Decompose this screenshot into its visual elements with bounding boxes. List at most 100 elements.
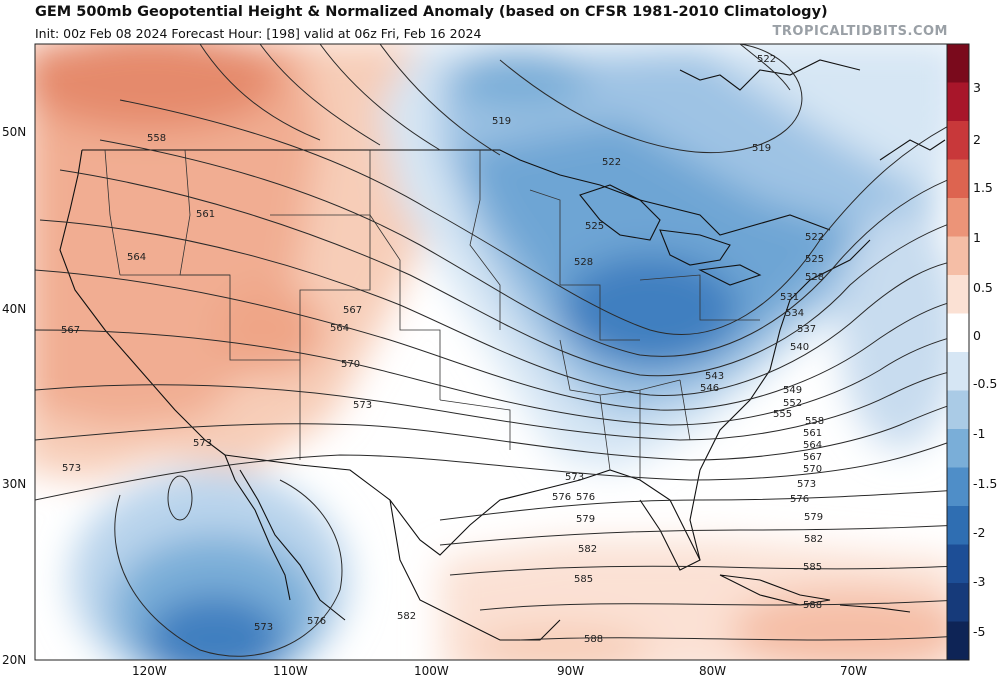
contour-label: 564 xyxy=(330,323,349,334)
geography-outlines xyxy=(59,59,946,641)
contour-label: 549 xyxy=(783,385,802,396)
lon-label-80w: 80W xyxy=(699,664,726,678)
contour-label: 522 xyxy=(757,54,776,65)
colorbar-label: -0.5 xyxy=(973,376,997,391)
state-borders xyxy=(104,149,760,480)
contour-label: 522 xyxy=(602,157,621,168)
colorbar-label: 0.5 xyxy=(973,280,993,295)
contour-label: 558 xyxy=(147,133,166,144)
contour-label: 576 xyxy=(552,492,571,503)
lon-label-70w: 70W xyxy=(840,664,867,678)
colorbar-swatch xyxy=(947,236,969,276)
latitude-labels: 50N 40N 30N 20N xyxy=(2,125,26,667)
colorbar-label: -2 xyxy=(973,525,985,540)
contour-label: 573 xyxy=(254,622,273,633)
contour-label: 573 xyxy=(193,438,212,449)
contour-label: 555 xyxy=(773,409,792,420)
contour-label: 543 xyxy=(705,371,724,382)
contour-label: 564 xyxy=(803,440,822,451)
contour-label: 585 xyxy=(803,562,822,573)
lat-label-30n: 30N xyxy=(2,477,26,491)
colorbar-swatch xyxy=(947,82,969,122)
contour-label: 546 xyxy=(700,383,719,394)
colorbar-label: 3 xyxy=(973,80,981,95)
contour-label: 519 xyxy=(752,143,771,154)
contour-labels: 522 519 519 522 525 528 522 525 528 531 534 537 540 5… xyxy=(61,54,824,645)
colorbar-label: -1 xyxy=(973,426,985,441)
lon-label-120w: 120W xyxy=(132,664,167,678)
contour-label: 588 xyxy=(803,600,822,611)
lon-label-110w: 110W xyxy=(273,664,308,678)
contour-label: 552 xyxy=(783,398,802,409)
colorbar-swatch xyxy=(947,506,969,545)
contour-label: 531 xyxy=(780,292,799,303)
contour-label: 570 xyxy=(803,464,822,475)
contour-label: 567 xyxy=(343,305,362,316)
contour-label: 525 xyxy=(585,221,604,232)
contour-label: 519 xyxy=(492,116,511,127)
contour-label: 573 xyxy=(797,479,816,490)
contour-label: 525 xyxy=(805,254,824,265)
contour-label: 564 xyxy=(127,252,146,263)
colorbar-swatch xyxy=(947,583,969,622)
contour-label: 585 xyxy=(574,574,593,585)
contour-label: 573 xyxy=(353,400,372,411)
longitude-labels: 120W 110W 100W 90W 80W 70W xyxy=(132,664,867,678)
contour-label: 588 xyxy=(584,634,603,645)
contour-label: 573 xyxy=(565,472,584,483)
map-subtitle: Init: 00z Feb 08 2024 Forecast Hour: [19… xyxy=(35,26,482,41)
contour-label: 582 xyxy=(397,611,416,622)
lon-label-90w: 90W xyxy=(557,664,584,678)
contour-label: 558 xyxy=(805,416,824,427)
contour-label: 540 xyxy=(790,342,809,353)
colorbar-frame xyxy=(946,43,970,661)
colorbar-label: 0 xyxy=(973,328,981,343)
colorbar-swatch xyxy=(947,621,969,661)
contour-label: 528 xyxy=(574,257,593,268)
contour-label: 576 xyxy=(307,616,326,627)
contour-label: 582 xyxy=(804,534,823,545)
colorbar-swatch xyxy=(947,352,969,391)
colorbar-swatch xyxy=(947,275,969,314)
colorbar-label: 1.5 xyxy=(973,180,993,195)
lat-label-20n: 20N xyxy=(2,653,26,667)
contour-label: 528 xyxy=(805,272,824,283)
lon-label-100w: 100W xyxy=(414,664,449,678)
colorbar: 3 2 1.5 1 0.5 0 -0.5 -1 -1.5 -2 -3 -5 xyxy=(946,43,997,661)
colorbar-label: -1.5 xyxy=(973,476,997,491)
colorbar-swatch xyxy=(947,429,969,468)
contour-label: 579 xyxy=(804,512,823,523)
colorbar-swatch xyxy=(947,159,969,199)
contour-label: 573 xyxy=(62,463,81,474)
anomaly-shading xyxy=(35,44,947,660)
colorbar-swatch xyxy=(947,198,969,237)
site-brand: TROPICALTIDBITS.COM xyxy=(772,24,948,39)
colorbar-label: -5 xyxy=(973,624,985,639)
colorbar-swatch xyxy=(947,467,969,507)
colorbar-swatch xyxy=(947,390,969,430)
colorbar-swatch xyxy=(947,121,969,160)
contour-label: 576 xyxy=(576,492,595,503)
colorbar-label: 2 xyxy=(973,132,981,147)
contour-label: 579 xyxy=(576,514,595,525)
contour-label: 582 xyxy=(578,544,597,555)
contour-label: 522 xyxy=(805,232,824,243)
contour-label: 561 xyxy=(196,209,215,220)
colorbar-swatch xyxy=(947,313,969,353)
height-contours xyxy=(35,44,947,657)
contour-label: 567 xyxy=(803,452,822,463)
contour-label: 567 xyxy=(61,325,80,336)
contour-label: 537 xyxy=(797,324,816,335)
contour-label: 534 xyxy=(785,308,804,319)
contour-label: 570 xyxy=(341,359,360,370)
lat-label-40n: 40N xyxy=(2,302,26,316)
contour-label: 561 xyxy=(803,428,822,439)
contour-label: 576 xyxy=(790,494,809,505)
colorbar-label: -3 xyxy=(973,574,985,589)
map-title: GEM 500mb Geopotential Height & Normaliz… xyxy=(35,4,828,20)
lat-label-50n: 50N xyxy=(2,125,26,139)
colorbar-swatch xyxy=(947,544,969,584)
colorbar-swatch xyxy=(947,44,969,83)
colorbar-label: 1 xyxy=(973,230,981,245)
